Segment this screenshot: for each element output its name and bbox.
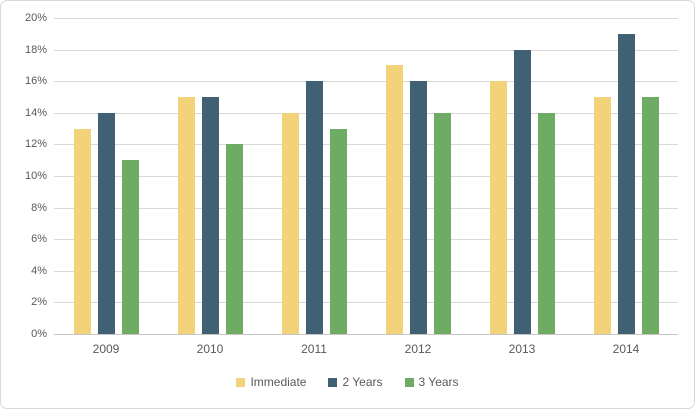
bar-2-years-2012 <box>409 81 427 334</box>
y-tick-label: 14% <box>24 106 47 119</box>
gridline <box>54 270 678 272</box>
x-tick-label: 2014 <box>612 342 640 356</box>
y-tick-label: 16% <box>24 75 47 88</box>
gridline <box>54 49 678 51</box>
x-tick-label: 2013 <box>508 342 536 356</box>
y-axis: 20% 18% 16% 14% 12% 10% 8% 6% 4% 2% 0% <box>1 12 47 340</box>
y-tick-label: 12% <box>24 138 47 151</box>
bar-immediate-2012 <box>385 65 403 334</box>
gridline <box>54 239 678 241</box>
bar-2-years-2013 <box>513 49 531 334</box>
bar-2-years-2014 <box>617 33 635 334</box>
bar-group-2012 <box>366 18 470 334</box>
bar-group-2009 <box>54 18 158 334</box>
bar-group-2013 <box>470 18 574 334</box>
x-tick-label: 2012 <box>404 342 432 356</box>
bar-group-2014 <box>574 18 678 334</box>
y-tick-label: 4% <box>31 264 47 277</box>
bar-group-2010 <box>158 18 262 334</box>
legend-swatch-icon <box>404 377 414 387</box>
gridline <box>54 81 678 83</box>
y-tick-label: 18% <box>24 43 47 56</box>
legend-item-3-years: 3 Years <box>404 375 459 389</box>
bar-group-2011 <box>262 18 366 334</box>
legend-label: Immediate <box>250 375 307 389</box>
bar-immediate-2011 <box>281 112 299 334</box>
bar-2-years-2009 <box>97 112 115 334</box>
plot-area <box>54 18 678 335</box>
legend-label: 2 Years <box>342 375 383 389</box>
y-tick-label: 0% <box>31 328 47 340</box>
bar-immediate-2014 <box>593 97 611 334</box>
x-tick-label: 2011 <box>301 342 327 356</box>
bar-immediate-2013 <box>489 81 507 334</box>
gridline <box>54 112 678 114</box>
legend-swatch-icon <box>236 377 246 387</box>
bar-2-years-2010 <box>201 97 219 334</box>
legend-swatch-icon <box>328 377 338 387</box>
legend-item-2-years: 2 Years <box>328 375 383 389</box>
bar-immediate-2010 <box>177 97 195 334</box>
gridline <box>54 207 678 209</box>
bar-2-years-2011 <box>305 81 323 334</box>
bar-3-years-2014 <box>641 97 659 334</box>
legend-item-immediate: Immediate <box>236 375 306 389</box>
y-tick-label: 20% <box>24 12 47 24</box>
bar-3-years-2010 <box>225 144 243 334</box>
y-tick-label: 8% <box>31 201 47 214</box>
x-tick-label: 2010 <box>196 342 224 356</box>
y-tick-label: 10% <box>24 170 47 182</box>
gridline <box>54 302 678 304</box>
gridline <box>54 18 678 19</box>
bar-3-years-2011 <box>329 128 347 334</box>
x-tick-label: 2009 <box>92 342 120 356</box>
legend-label: 3 Years <box>418 375 459 389</box>
bar-3-years-2012 <box>433 112 451 334</box>
gridline <box>54 144 678 146</box>
y-tick-label: 2% <box>31 296 47 309</box>
bar-3-years-2013 <box>537 112 555 334</box>
y-tick-label: 6% <box>31 233 47 246</box>
bar-immediate-2009 <box>73 128 91 334</box>
legend: Immediate 2 Years 3 Years <box>1 375 694 389</box>
bar-3-years-2009 <box>121 160 139 334</box>
x-axis: 2009 2010 2011 2012 2013 2014 <box>54 342 678 358</box>
gridline <box>54 176 678 177</box>
